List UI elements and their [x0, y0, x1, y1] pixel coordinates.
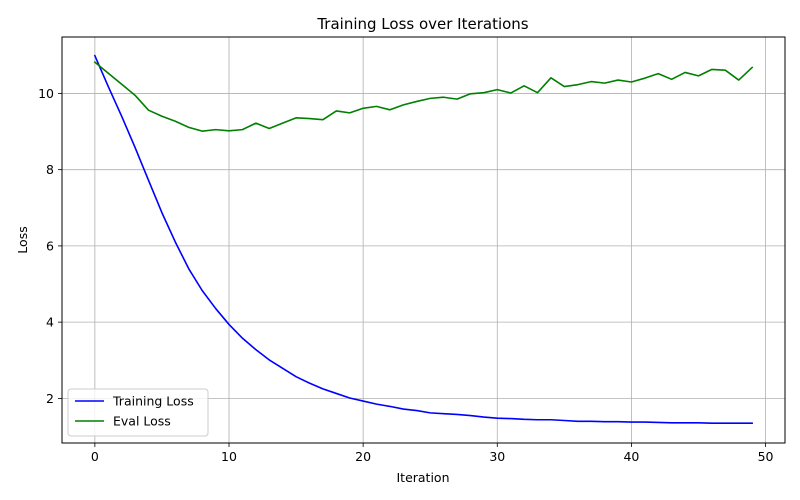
y-tick-label: 6 [46, 238, 54, 253]
chart-title: Training Loss over Iterations [316, 15, 528, 33]
x-axis-label: Iteration [396, 470, 449, 485]
training-loss-line [93, 54, 753, 424]
x-tick-label: 30 [489, 449, 505, 464]
y-tick-label: 10 [38, 86, 54, 101]
eval-loss-line [93, 61, 754, 132]
y-axis-label: Loss [15, 226, 30, 253]
y-tick-label: 8 [46, 162, 54, 177]
x-tick-label: 10 [221, 449, 237, 464]
legend: Training Loss Eval Loss [67, 388, 209, 437]
x-tick-label: 20 [355, 449, 371, 464]
axis-ticks: 0 10 20 30 40 50 2 4 6 8 10 [38, 86, 773, 464]
x-tick-label: 50 [758, 449, 774, 464]
legend-label-eval: Eval Loss [113, 414, 171, 429]
x-tick-label: 0 [91, 449, 99, 464]
y-tick-label: 2 [46, 391, 54, 406]
grid-lines [62, 37, 785, 443]
series-lines [93, 54, 754, 424]
plot-area-frame [61, 36, 786, 444]
x-tick-label: 40 [623, 449, 639, 464]
legend-label-training: Training Loss [112, 394, 194, 409]
y-tick-label: 4 [46, 315, 54, 330]
